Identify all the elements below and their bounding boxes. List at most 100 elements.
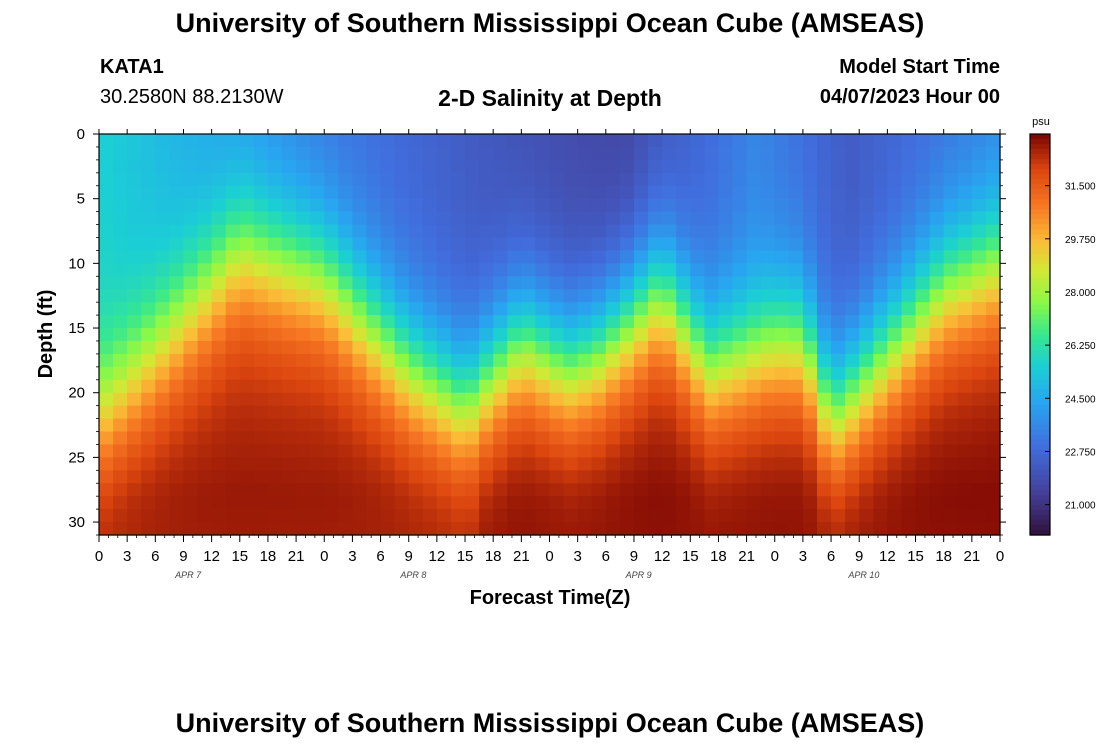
heatmap-cell — [831, 328, 846, 342]
heatmap-cell — [282, 509, 297, 523]
heatmap-cell — [859, 237, 874, 252]
heatmap-cell — [577, 418, 593, 433]
heatmap-cell — [816, 211, 832, 226]
heatmap-cell — [183, 509, 199, 523]
heatmap-cell — [113, 134, 128, 148]
heatmap-cell — [239, 392, 255, 407]
heatmap-cell — [324, 366, 339, 381]
heatmap-cell — [380, 224, 396, 239]
heatmap-cell — [971, 522, 987, 536]
heatmap-cell — [831, 263, 846, 277]
colorbar-tick-label: 26.250 — [1065, 341, 1096, 352]
heatmap-cell — [99, 250, 114, 264]
heatmap-cell — [366, 405, 382, 420]
heatmap-cell — [859, 211, 874, 226]
heatmap-cell — [113, 172, 128, 187]
heatmap-cell — [831, 289, 846, 303]
heatmap-cell — [436, 237, 452, 252]
heatmap-cell — [943, 250, 959, 264]
heatmap-cell — [901, 302, 917, 316]
heatmap-cell — [296, 237, 311, 252]
heatmap-cell — [859, 159, 874, 174]
heatmap-cell — [366, 392, 382, 407]
heatmap-cell — [760, 392, 776, 407]
heatmap-cell — [929, 134, 945, 148]
heatmap-cell — [450, 522, 466, 536]
heatmap-cell — [577, 134, 593, 148]
heatmap-cell — [971, 509, 987, 523]
heatmap-cell — [267, 146, 283, 161]
heatmap-cell — [352, 302, 368, 316]
heatmap-cell — [479, 418, 494, 433]
heatmap-cell — [436, 418, 452, 433]
heatmap-cell — [873, 470, 888, 484]
model-start-label: Model Start Time — [839, 56, 1000, 78]
heatmap-cell — [99, 289, 114, 303]
colorbar-segment — [1030, 449, 1050, 456]
heatmap-cell — [155, 392, 170, 407]
heatmap-cell — [394, 134, 410, 148]
heatmap-cell — [225, 250, 241, 264]
heatmap-cell — [901, 522, 917, 536]
station-coordinates: 30.2580N 88.2130W — [100, 86, 284, 108]
heatmap-cell — [380, 276, 396, 290]
heatmap-cell — [690, 172, 705, 187]
heatmap-cell — [253, 457, 269, 471]
heatmap-cell — [662, 444, 677, 458]
heatmap-cell — [338, 134, 354, 148]
x-tick-label: 15 — [682, 548, 699, 565]
heatmap-cell — [732, 263, 748, 277]
heatmap-cell — [957, 470, 973, 484]
heatmap-cell — [324, 405, 339, 420]
heatmap-cell — [113, 159, 128, 174]
heatmap-cell — [549, 328, 565, 342]
heatmap-cell — [732, 509, 748, 523]
heatmap-cell — [591, 211, 607, 226]
heatmap-cell — [310, 134, 325, 148]
heatmap-cell — [493, 328, 508, 342]
heatmap-cell — [450, 237, 466, 252]
heatmap-cell — [816, 146, 832, 161]
heatmap-cell — [197, 289, 213, 303]
heatmap-cell — [718, 431, 734, 446]
heatmap-cell — [239, 315, 255, 329]
heatmap-cell — [310, 250, 325, 264]
heatmap-cell — [619, 496, 635, 510]
heatmap-cell — [549, 159, 565, 174]
heatmap-cell — [197, 276, 213, 290]
heatmap-cell — [465, 379, 480, 394]
heatmap-cell — [901, 185, 917, 200]
heatmap-cell — [845, 431, 860, 446]
heatmap-cell — [831, 211, 846, 226]
heatmap-cell — [746, 237, 762, 252]
heatmap-cell — [155, 276, 170, 290]
heatmap-cell — [985, 146, 1001, 161]
heatmap-cell — [310, 211, 325, 226]
heatmap-cell — [971, 470, 987, 484]
heatmap-cell — [338, 302, 354, 316]
colorbar-segment — [1030, 469, 1050, 476]
heatmap-cell — [746, 444, 762, 458]
heatmap-cell — [183, 405, 199, 420]
heatmap-cell — [465, 159, 480, 174]
heatmap-cell — [197, 315, 213, 329]
heatmap-cell — [113, 276, 128, 290]
heatmap-cell — [859, 496, 874, 510]
heatmap-cell — [197, 198, 213, 213]
heatmap-cell — [296, 470, 311, 484]
heatmap-cell — [957, 366, 973, 381]
heatmap-cell — [99, 470, 114, 484]
heatmap-cell — [324, 146, 339, 161]
heatmap-cell — [985, 328, 1001, 342]
heatmap-cell — [113, 289, 128, 303]
heatmap-cell — [690, 237, 705, 252]
heatmap-cell — [183, 353, 199, 368]
colorbar-segment — [1030, 474, 1050, 481]
heatmap-cell — [253, 302, 269, 316]
heatmap-cell — [493, 340, 508, 355]
heatmap-cell — [366, 289, 382, 303]
heatmap-cell — [859, 224, 874, 239]
heatmap-cell — [887, 483, 903, 497]
heatmap-cell — [816, 405, 832, 420]
